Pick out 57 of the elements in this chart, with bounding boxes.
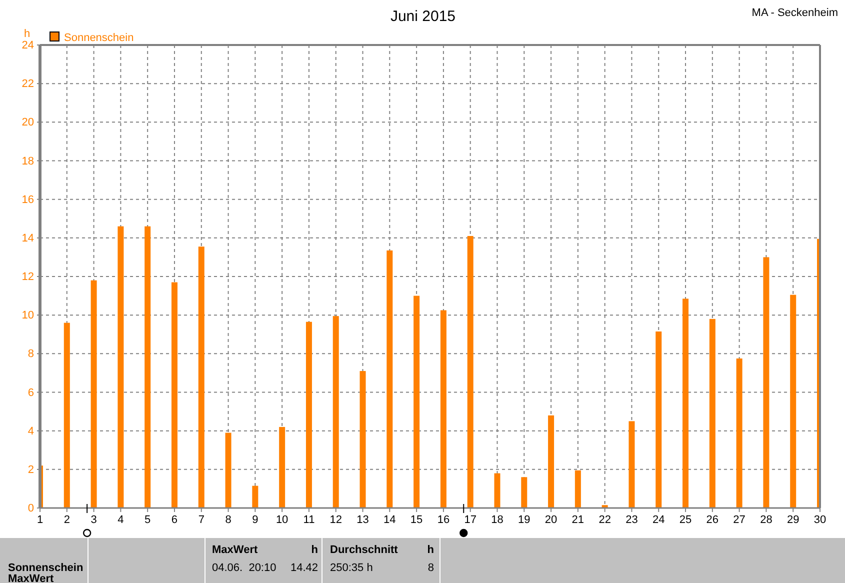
x-tick-label: 4 (118, 514, 124, 526)
y-tick-label: 2 (28, 464, 34, 476)
text: Sonnenschein (8, 562, 84, 574)
x-tick-label: 16 (437, 514, 450, 526)
y-tick-label: 4 (28, 425, 34, 438)
y-tick-label: 0 (28, 502, 34, 515)
y-tick-label: 22 (22, 78, 34, 90)
x-tick-label: 26 (706, 514, 719, 526)
y-tick-label: 6 (28, 386, 34, 399)
y-tick-label: 24 (22, 40, 34, 52)
y-tick-label: 14 (22, 232, 34, 244)
x-tick-label: 8 (225, 514, 232, 526)
y-tick-label: 16 (22, 194, 34, 206)
y-tick-label: 18 (22, 155, 34, 168)
y-axis-title: h (24, 28, 30, 40)
x-tick-label: 3 (90, 514, 97, 526)
x-tick-label: 30 (814, 514, 826, 526)
chart-title: Juni 2015 (390, 8, 456, 25)
x-tick-label: 27 (733, 514, 746, 526)
x-tick-label: 12 (330, 514, 342, 526)
x-tick-label: 11 (303, 514, 315, 526)
x-tick-label: 1 (36, 514, 44, 526)
chart-subtitle: MA - Seckenheim (752, 7, 838, 19)
x-tick-label: 22 (598, 514, 611, 526)
legend-label: Sonnenschein (64, 32, 134, 44)
x-tick-label: 6 (171, 514, 178, 526)
text: MaxWert (8, 573, 54, 583)
text: h (311, 544, 318, 556)
y-tick-label: 8 (28, 348, 34, 360)
y-tick-label: 12 (22, 271, 34, 284)
x-tick-label: 23 (626, 514, 638, 526)
x-tick-label: 7 (198, 514, 204, 526)
x-tick-label: 21 (572, 514, 584, 526)
x-tick-label: 15 (410, 514, 423, 526)
y-tick-label: 10 (22, 310, 34, 322)
x-tick-label: 20 (544, 514, 558, 526)
y-tick-label: 20 (22, 116, 34, 129)
text: 14.42 (290, 562, 318, 574)
x-tick-label: 17 (464, 514, 476, 526)
x-tick-label: 25 (679, 514, 692, 526)
text: Durchschnitt (330, 544, 398, 556)
x-tick-label: 9 (252, 514, 258, 526)
text: h (427, 544, 434, 556)
x-tick-label: 28 (760, 514, 772, 526)
text: 04.06. 20:10 (212, 562, 276, 574)
x-tick-label: 2 (64, 514, 70, 526)
text: 8 (428, 562, 434, 574)
x-tick-label: 10 (276, 514, 288, 526)
x-tick-label: 29 (786, 514, 800, 526)
x-tick-label: 19 (518, 514, 530, 526)
x-tick-label: 13 (356, 514, 369, 526)
text: 250:35 h (330, 562, 373, 574)
x-tick-label: 5 (144, 514, 151, 526)
x-tick-label: 14 (384, 514, 396, 526)
text: MaxWert (212, 544, 258, 556)
x-tick-label: 24 (652, 514, 665, 526)
x-tick-label: 18 (491, 514, 504, 526)
